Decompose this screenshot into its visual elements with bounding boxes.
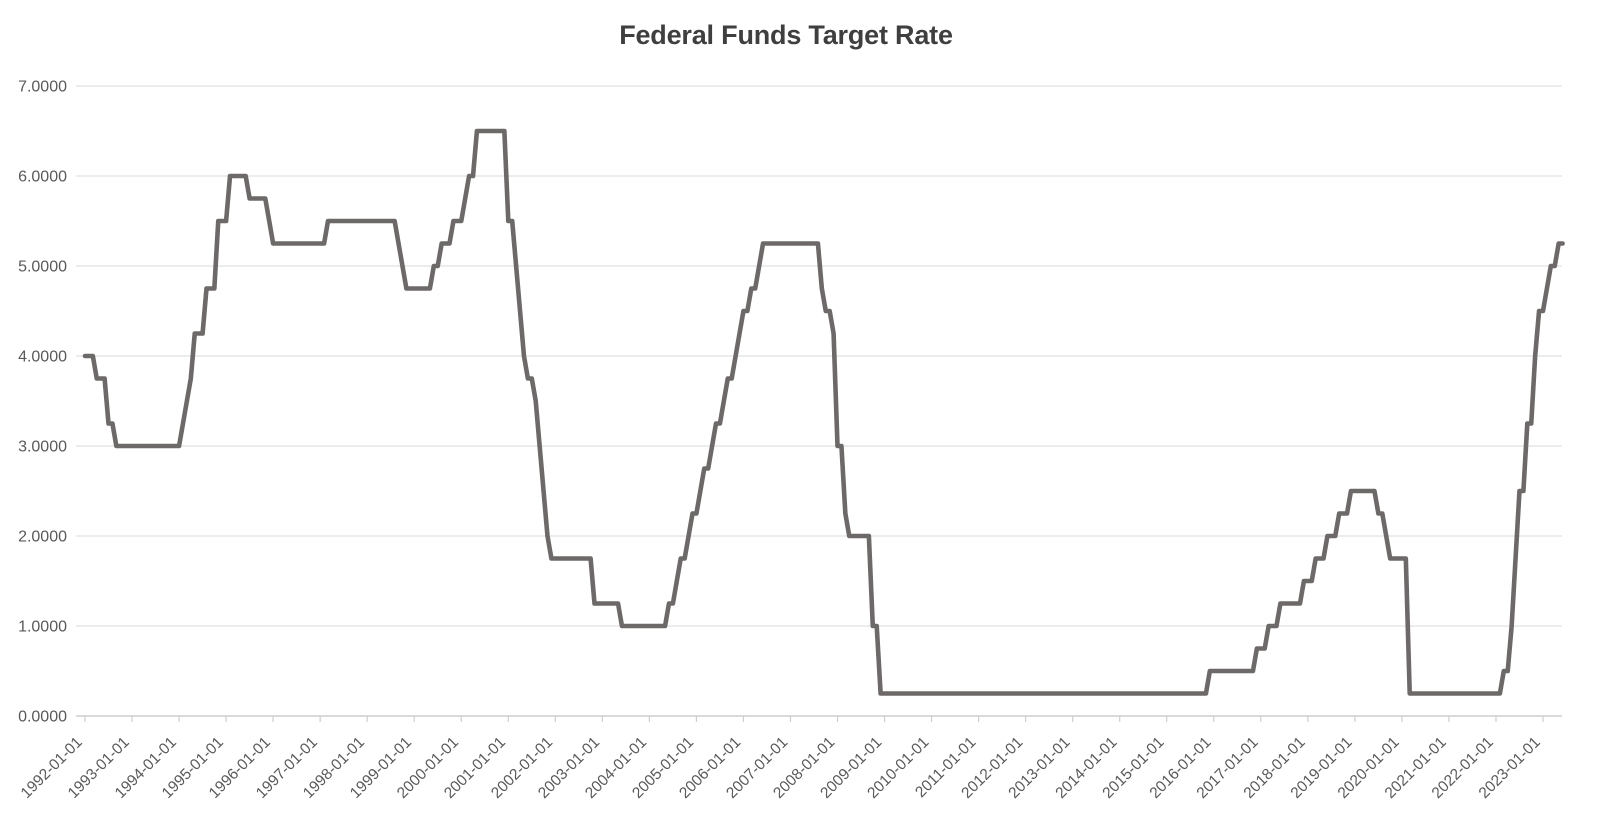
- y-tick-label: 0.0000: [18, 709, 67, 726]
- y-tick-label: 1.0000: [18, 619, 67, 636]
- y-tick-label: 5.0000: [18, 259, 67, 276]
- y-tick-label: 4.0000: [18, 349, 67, 366]
- rate-line-series: [82, 128, 1565, 696]
- chart-title: Federal Funds Target Rate: [619, 20, 953, 50]
- y-tick-label: 6.0000: [18, 169, 67, 186]
- y-tick-label: 2.0000: [18, 529, 67, 546]
- y-tick-label: 3.0000: [18, 439, 67, 456]
- y-tick-label: 7.0000: [18, 79, 67, 96]
